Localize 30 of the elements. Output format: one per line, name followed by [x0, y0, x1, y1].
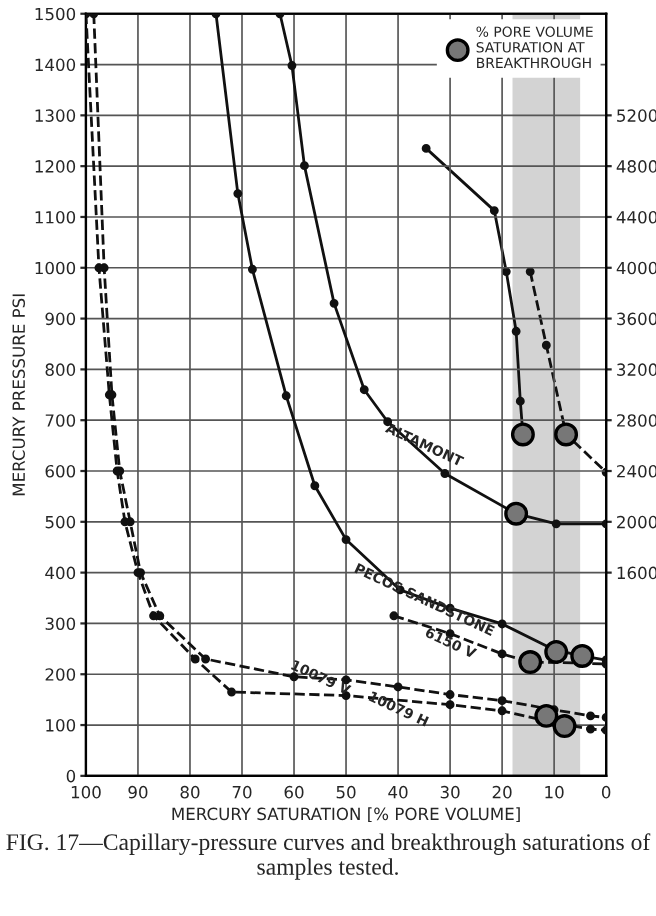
y-tick-label: 200: [45, 668, 76, 681]
x-tick-label: 60: [284, 785, 304, 799]
y-tick-label: 100: [46, 719, 76, 732]
x-tick-label: 0: [601, 785, 611, 799]
x-axis-title: MERCURY SATURATION [% PORE VOLUME]: [172, 807, 520, 823]
y-tick-label: 1200: [35, 160, 76, 173]
y-tick-label: 0: [66, 769, 76, 783]
y-tick-label: 1000: [35, 261, 76, 275]
y-tick-label: 800: [45, 363, 76, 376]
text: FIG. 17—Capillary-pressure curves and breakthrough saturations of samples tested.: [6, 833, 651, 880]
x-tick-label: 80: [180, 785, 200, 799]
x-tick-label: 90: [128, 785, 148, 799]
y-tick-label: 500: [45, 515, 76, 529]
x-tick-label: 100: [71, 785, 101, 799]
y-tick-label: 1500: [35, 7, 76, 21]
y-tick-label: 1400: [35, 58, 76, 72]
y-tick-label: 1300: [35, 109, 76, 122]
x-tick-label: 50: [336, 785, 356, 799]
y-tick-label: 300: [45, 617, 76, 630]
y-tick-label: 900: [45, 312, 76, 326]
y-tick-label: 1100: [35, 210, 76, 224]
x-tick-label: 40: [388, 785, 408, 799]
y-tick-label: 600: [45, 464, 76, 478]
x-tick-label: 20: [492, 785, 512, 799]
x-tick-label: 10: [545, 785, 564, 799]
y-axis-title: MERCURY PRESSURE PSI: [12, 294, 26, 496]
y-tick-label: 700: [45, 414, 76, 427]
x-tick-label: 30: [440, 785, 460, 799]
y-tick-label: 400: [45, 566, 76, 580]
x-tick-label: 70: [232, 785, 252, 799]
